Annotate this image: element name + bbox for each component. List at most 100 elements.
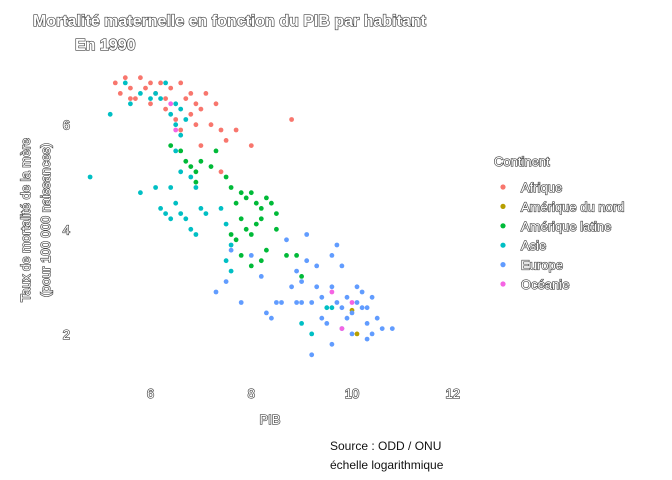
data-point-series-3: [138, 190, 143, 196]
data-point-series-2: [223, 174, 229, 180]
data-point-series-3: [173, 101, 179, 107]
data-point-series-4: [223, 279, 229, 284]
data-point-series-0: [188, 91, 194, 96]
data-point-series-4: [359, 289, 365, 295]
data-point-series-4: [274, 300, 279, 305]
data-point-series-4: [369, 294, 375, 300]
data-point-series-0: [143, 85, 148, 91]
data-point-series-0: [163, 96, 169, 101]
data-point-series-4: [329, 341, 335, 347]
data-point-series-2: [198, 158, 204, 164]
data-point-series-2: [253, 200, 259, 206]
data-point-series-0: [138, 75, 143, 81]
data-point-series-2: [258, 216, 264, 222]
data-point-series-0: [178, 80, 184, 86]
data-point-series-2: [193, 169, 199, 175]
data-point-series-4: [213, 289, 219, 295]
data-point-series-0: [203, 91, 209, 96]
data-point-series-2: [274, 226, 279, 232]
data-point-series-3: [148, 96, 153, 101]
data-point-series-4: [334, 242, 340, 248]
data-point-series-5: [329, 289, 335, 295]
data-point-series-0: [218, 169, 224, 175]
scatter-points: [87, 75, 395, 358]
data-point-series-4: [364, 305, 370, 311]
data-point-series-3: [228, 268, 234, 274]
data-point-series-4: [354, 300, 360, 305]
data-point-series-3: [193, 232, 199, 237]
data-point-series-4: [304, 232, 310, 237]
data-point-series-3: [203, 211, 209, 217]
data-point-series-4: [314, 284, 320, 290]
data-point-series-2: [228, 232, 234, 237]
data-point-series-2: [248, 263, 254, 269]
data-point-series-4: [354, 284, 360, 290]
legend-label-5: Océanie: [521, 277, 569, 292]
data-point-series-2: [168, 143, 174, 149]
data-point-series-0: [117, 91, 123, 96]
data-point-series-2: [264, 247, 269, 253]
data-point-series-3: [138, 91, 143, 96]
data-point-series-5: [349, 300, 355, 305]
data-point-series-3: [188, 226, 194, 232]
data-point-series-4: [334, 300, 340, 305]
data-point-series-4: [339, 263, 345, 269]
data-point-series-4: [299, 279, 304, 284]
data-point-series-4: [379, 326, 385, 331]
y-tick-label: 6: [63, 118, 70, 133]
x-tick-label: 6: [147, 386, 154, 401]
legend-label-0: Afrique: [521, 180, 562, 195]
data-point-series-0: [218, 127, 224, 133]
data-point-series-4: [364, 321, 370, 326]
data-point-series-0: [148, 80, 153, 86]
data-point-series-0: [193, 101, 199, 107]
data-point-series-2: [269, 200, 274, 206]
data-point-series-4: [304, 258, 310, 264]
legend-key-4: [500, 262, 506, 268]
legend-key-2: [500, 223, 506, 229]
data-point-series-3: [324, 305, 330, 311]
chart-title: Mortalité maternelle en fonction du PIB …: [33, 13, 427, 30]
x-axis-ticks: 6 8 10 12: [146, 385, 460, 401]
data-point-series-2: [299, 274, 304, 279]
data-point-series-3: [173, 148, 179, 154]
y-axis-title-line1: Taux de mortalité de la mère: [18, 138, 33, 302]
data-point-series-0: [112, 80, 118, 86]
data-point-series-4: [329, 253, 335, 258]
data-point-series-3: [168, 216, 174, 222]
data-point-series-4: [319, 294, 325, 300]
data-point-series-2: [238, 253, 244, 258]
legend-label-2: Amérique latine: [521, 219, 611, 234]
data-point-series-0: [188, 111, 194, 117]
legend-key-0: [500, 184, 506, 190]
legend-key-3: [500, 242, 506, 248]
legend-key-1: [500, 203, 506, 209]
data-point-series-0: [248, 143, 254, 149]
caption: Source : ODD / ONU échelle logarithmique: [330, 439, 444, 472]
data-point-series-2: [193, 179, 199, 185]
data-point-series-3: [218, 206, 224, 211]
y-axis-ticks: 2 4 6: [62, 117, 71, 342]
data-point-series-2: [248, 190, 254, 196]
data-point-series-0: [127, 96, 133, 101]
data-point-series-2: [183, 158, 189, 164]
data-point-series-3: [183, 216, 189, 222]
data-point-series-3: [153, 185, 159, 190]
data-point-series-2: [243, 195, 249, 201]
data-point-series-4: [349, 331, 355, 337]
data-point-series-3: [158, 96, 164, 101]
data-point-series-3: [127, 101, 133, 107]
x-axis-title: PIB: [260, 412, 281, 427]
data-point-series-3: [122, 80, 128, 86]
data-point-series-2: [284, 253, 289, 258]
data-point-series-4: [309, 352, 315, 358]
y-axis-title-line2: (pour 100 000 naissances): [38, 143, 53, 297]
data-point-series-3: [223, 221, 229, 227]
data-point-series-0: [127, 85, 133, 91]
data-point-series-0: [173, 117, 179, 122]
data-point-series-4: [284, 237, 289, 243]
data-point-series-4: [344, 294, 350, 300]
data-point-series-4: [339, 305, 345, 311]
data-point-series-4: [309, 300, 315, 305]
data-point-series-3: [223, 258, 229, 264]
